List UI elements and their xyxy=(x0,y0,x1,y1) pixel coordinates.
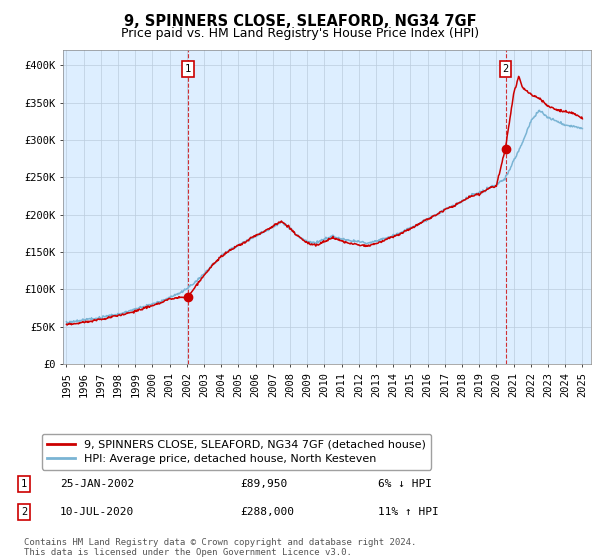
Text: 9, SPINNERS CLOSE, SLEAFORD, NG34 7GF: 9, SPINNERS CLOSE, SLEAFORD, NG34 7GF xyxy=(124,14,476,29)
Text: 11% ↑ HPI: 11% ↑ HPI xyxy=(378,507,439,517)
Text: £288,000: £288,000 xyxy=(240,507,294,517)
Text: £89,950: £89,950 xyxy=(240,479,287,489)
Legend: 9, SPINNERS CLOSE, SLEAFORD, NG34 7GF (detached house), HPI: Average price, deta: 9, SPINNERS CLOSE, SLEAFORD, NG34 7GF (d… xyxy=(41,434,431,469)
Text: 6% ↓ HPI: 6% ↓ HPI xyxy=(378,479,432,489)
Text: 25-JAN-2002: 25-JAN-2002 xyxy=(60,479,134,489)
Text: 1: 1 xyxy=(185,64,191,74)
Text: 2: 2 xyxy=(21,507,27,517)
Text: 1: 1 xyxy=(21,479,27,489)
Text: Contains HM Land Registry data © Crown copyright and database right 2024.
This d: Contains HM Land Registry data © Crown c… xyxy=(24,538,416,557)
Text: 2: 2 xyxy=(502,64,509,74)
Text: 10-JUL-2020: 10-JUL-2020 xyxy=(60,507,134,517)
Text: Price paid vs. HM Land Registry's House Price Index (HPI): Price paid vs. HM Land Registry's House … xyxy=(121,27,479,40)
